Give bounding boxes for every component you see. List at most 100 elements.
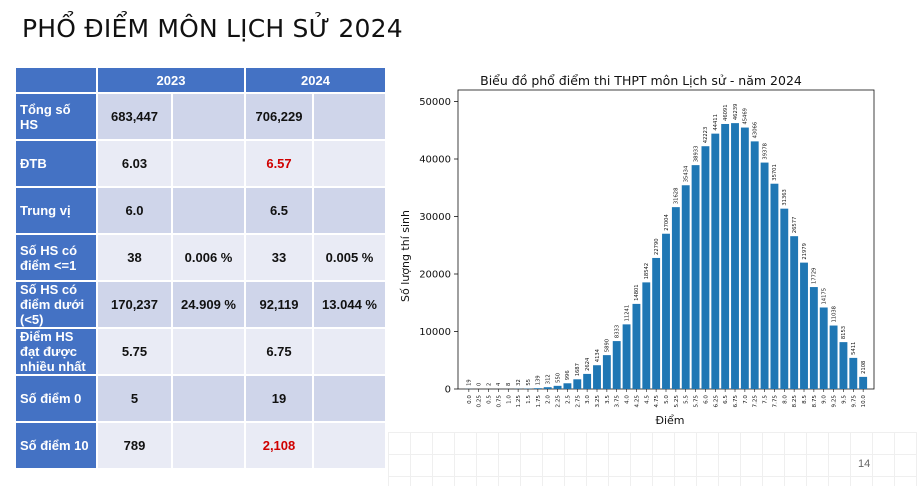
cell-2024-pct: 13.044 % — [314, 282, 385, 327]
bar — [750, 141, 759, 389]
x-tick-label: 7.5 — [763, 395, 769, 404]
cell-2024-pct: 0.005 % — [314, 235, 385, 280]
bar — [632, 303, 641, 389]
bar — [652, 257, 661, 389]
bar — [740, 127, 749, 389]
bar — [543, 387, 552, 389]
x-tick-label: 4.75 — [654, 395, 660, 408]
x-tick-label: 5.5 — [684, 395, 690, 404]
row-label: Tổng số HS — [16, 94, 96, 139]
x-tick-label: 9.5 — [841, 395, 847, 404]
x-tick-label: 2.75 — [575, 395, 581, 408]
cell-2023-pct — [173, 423, 244, 468]
bar-value-label: 22790 — [654, 238, 660, 255]
bar-value-label: 18542 — [644, 263, 650, 280]
bar — [563, 383, 572, 389]
bar-value-label: 996 — [565, 370, 571, 380]
bar-value-label: 4134 — [595, 348, 601, 362]
x-tick-label: 2.5 — [565, 395, 571, 404]
bar-value-label: 8 — [506, 383, 512, 386]
row-label: ĐTB — [16, 141, 96, 186]
bar — [642, 282, 651, 389]
bar-value-label: 26577 — [792, 217, 798, 234]
bar — [731, 123, 739, 390]
cell-2023-pct — [173, 329, 244, 374]
bar — [809, 287, 818, 389]
bar — [602, 355, 611, 389]
bar — [681, 185, 690, 389]
bar-value-label: 35701 — [772, 164, 778, 181]
cell-2024-pct — [314, 141, 385, 186]
bar — [770, 183, 779, 389]
cell-2023: 170,237 — [98, 282, 171, 327]
table-row: Tổng số HS 683,447 706,229 — [16, 94, 385, 139]
bar-value-label: 4 — [496, 382, 502, 386]
cell-2024: 33 — [246, 235, 312, 280]
x-tick-label: 3.0 — [585, 395, 591, 404]
bar — [721, 123, 730, 389]
table-row: Điểm HS đạt được nhiều nhất 5.75 6.75 — [16, 329, 385, 374]
x-tick-label: 3.75 — [615, 395, 621, 408]
bar-value-label: 38933 — [693, 146, 699, 163]
table-row: Số điểm 0 5 19 — [16, 376, 385, 421]
cell-2023: 5 — [98, 376, 171, 421]
x-tick-label: 7.25 — [753, 395, 759, 408]
bar-value-label: 11241 — [624, 305, 630, 322]
row-label: Số điểm 0 — [16, 376, 96, 421]
x-tick-label: 8.5 — [802, 395, 808, 404]
y-tick-label: 50000 — [419, 97, 451, 108]
cell-2024: 706,229 — [246, 94, 312, 139]
x-tick-label: 6.75 — [733, 395, 739, 408]
x-tick-label: 4.0 — [625, 395, 631, 404]
cell-2023-pct: 24.909 % — [173, 282, 244, 327]
bar — [583, 373, 592, 389]
x-tick-label: 1.0 — [506, 395, 512, 404]
bar — [701, 146, 710, 389]
y-tick-label: 10000 — [419, 327, 451, 338]
y-tick-label: 20000 — [419, 270, 451, 281]
x-tick-label: 1.25 — [516, 395, 522, 408]
x-tick-label: 0.25 — [477, 395, 483, 408]
bar-value-label: 2 — [486, 383, 492, 386]
bar-value-label: 39378 — [762, 143, 768, 160]
bar-value-label: 312 — [546, 374, 552, 384]
bar-value-label: 11038 — [831, 306, 837, 323]
background-grid-floor — [388, 432, 917, 486]
x-tick-label: 2.0 — [546, 395, 552, 404]
x-tick-label: 2.25 — [556, 395, 562, 408]
cell-2023: 6.0 — [98, 188, 171, 233]
bar-value-label: 8153 — [841, 326, 847, 339]
cell-2023: 38 — [98, 235, 171, 280]
cell-2024: 92,119 — [246, 282, 312, 327]
page-title: PHỔ ĐIỂM MÔN LỊCH SỬ 2024 — [22, 14, 403, 43]
bar-value-label: 21979 — [802, 243, 808, 260]
bar — [760, 162, 769, 389]
x-tick-label: 5.0 — [664, 395, 670, 404]
bar — [593, 365, 601, 389]
row-label: Trung vị — [16, 188, 96, 233]
row-label: Số HS có điểm <=1 — [16, 235, 96, 280]
page-number: 14 — [858, 458, 871, 470]
x-tick-label: 0.0 — [467, 395, 473, 404]
bar — [819, 307, 828, 389]
x-tick-label: 7.0 — [743, 395, 749, 404]
bar-value-label: 14175 — [822, 288, 828, 305]
table-row: Trung vị 6.0 6.5 — [16, 188, 385, 233]
x-tick-label: 0.75 — [496, 395, 502, 408]
x-tick-label: 4.5 — [644, 395, 650, 404]
bar-value-label: 42223 — [703, 127, 709, 144]
table-header-2024: 2024 — [246, 68, 385, 92]
cell-2023: 5.75 — [98, 329, 171, 374]
bar — [622, 324, 631, 389]
cell-2024-pct — [314, 329, 385, 374]
table-header-row: 2023 2024 — [16, 68, 385, 92]
bar-value-label: 8333 — [615, 325, 621, 338]
bar-value-label: 45469 — [743, 108, 749, 125]
bar-value-label: 35434 — [684, 165, 690, 182]
table-header-empty — [16, 68, 96, 92]
chart-background — [388, 66, 893, 430]
bar — [553, 385, 562, 389]
y-tick-label: 0 — [445, 385, 451, 396]
table-row: Số HS có điểm dưới (<5) 170,237 24.909 %… — [16, 282, 385, 327]
bar — [573, 379, 582, 389]
